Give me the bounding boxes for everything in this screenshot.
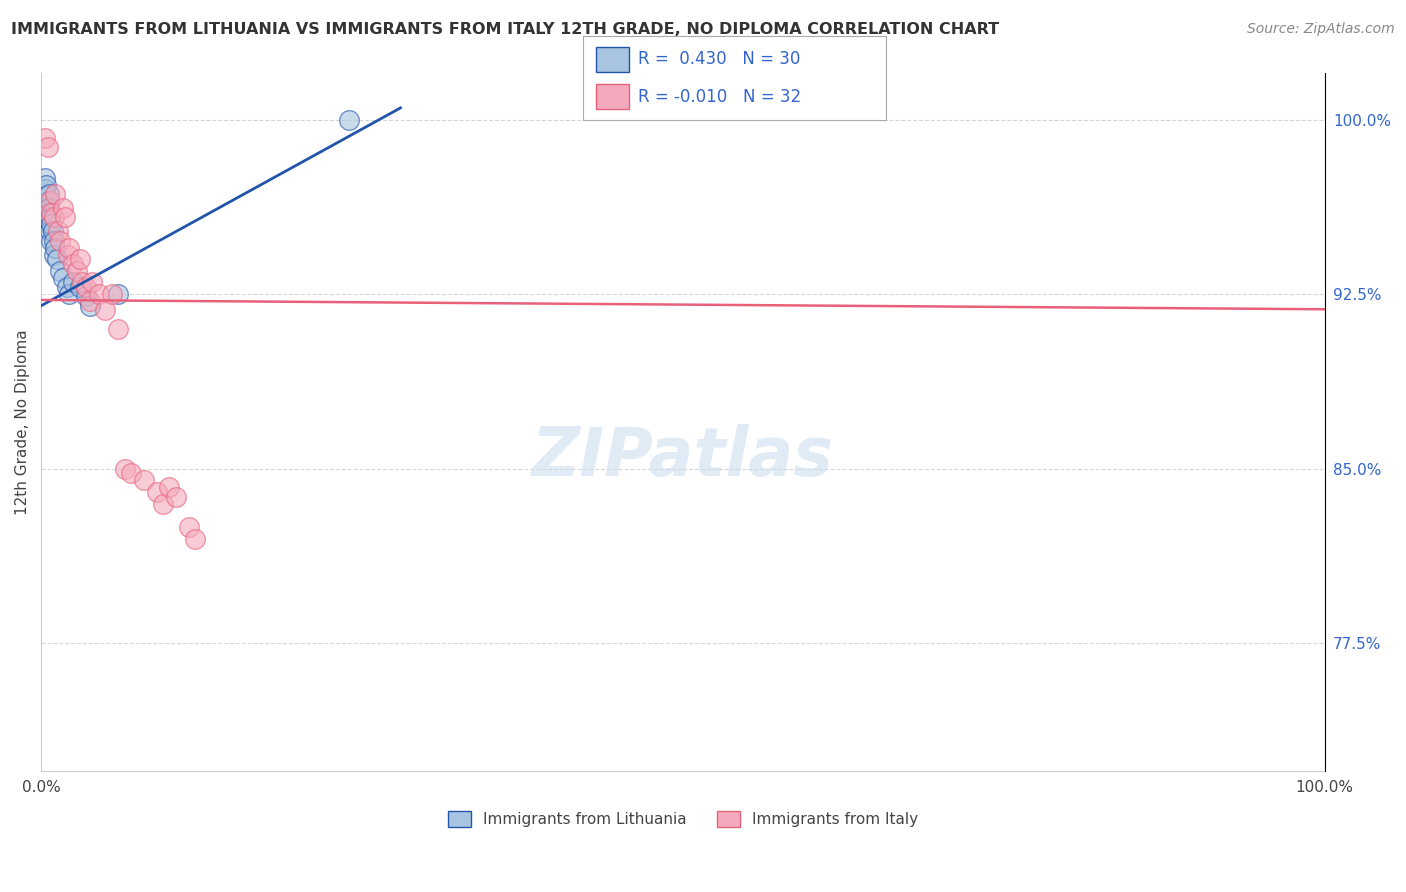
Point bbox=[70, 276, 93, 290]
Point bbox=[37, 194, 59, 208]
Point bbox=[55, 280, 77, 294]
Point bbox=[55, 211, 77, 225]
Point bbox=[37, 140, 59, 154]
Point bbox=[132, 474, 155, 488]
Point bbox=[35, 189, 58, 203]
Point bbox=[34, 131, 56, 145]
Point bbox=[41, 205, 63, 219]
Point bbox=[35, 178, 58, 192]
Point bbox=[107, 287, 129, 301]
Point bbox=[38, 212, 60, 227]
Point bbox=[52, 270, 75, 285]
Text: Source: ZipAtlas.com: Source: ZipAtlas.com bbox=[1247, 22, 1395, 37]
Point bbox=[159, 480, 181, 494]
Point bbox=[39, 224, 62, 238]
Point bbox=[38, 201, 60, 215]
Point bbox=[44, 187, 66, 202]
Text: R = -0.010   N = 32: R = -0.010 N = 32 bbox=[638, 87, 801, 105]
Point bbox=[62, 276, 84, 290]
Text: R =  0.430   N = 30: R = 0.430 N = 30 bbox=[638, 50, 800, 68]
Point bbox=[152, 497, 174, 511]
Point bbox=[87, 287, 110, 301]
Point bbox=[79, 294, 101, 309]
Point bbox=[52, 201, 75, 215]
Point bbox=[39, 194, 62, 208]
Point bbox=[79, 299, 101, 313]
FancyBboxPatch shape bbox=[596, 84, 628, 110]
Point bbox=[56, 247, 79, 261]
Legend: Immigrants from Lithuania, Immigrants from Italy: Immigrants from Lithuania, Immigrants fr… bbox=[441, 805, 924, 833]
Point bbox=[42, 211, 65, 225]
Point bbox=[100, 287, 122, 301]
Point bbox=[34, 182, 56, 196]
Point bbox=[69, 280, 91, 294]
Y-axis label: 12th Grade, No Diploma: 12th Grade, No Diploma bbox=[15, 329, 30, 515]
Text: ZIPatlas: ZIPatlas bbox=[531, 424, 834, 490]
Point bbox=[120, 467, 142, 481]
Point bbox=[337, 112, 360, 127]
Point bbox=[41, 234, 63, 248]
Point bbox=[37, 205, 59, 219]
Point bbox=[66, 264, 89, 278]
Point bbox=[62, 257, 84, 271]
Point bbox=[184, 532, 207, 546]
Point bbox=[37, 217, 59, 231]
Point bbox=[49, 264, 72, 278]
Point bbox=[45, 252, 67, 267]
Text: IMMIGRANTS FROM LITHUANIA VS IMMIGRANTS FROM ITALY 12TH GRADE, NO DIPLOMA CORREL: IMMIGRANTS FROM LITHUANIA VS IMMIGRANTS … bbox=[11, 22, 1000, 37]
Point bbox=[114, 461, 136, 475]
Point bbox=[39, 211, 62, 225]
FancyBboxPatch shape bbox=[596, 46, 628, 72]
Point bbox=[41, 224, 63, 238]
Point bbox=[75, 289, 97, 303]
Point bbox=[35, 201, 58, 215]
Point bbox=[94, 303, 117, 318]
Point bbox=[75, 280, 97, 294]
Point bbox=[34, 170, 56, 185]
Point bbox=[58, 287, 80, 301]
Point bbox=[107, 322, 129, 336]
Point bbox=[165, 490, 187, 504]
Point bbox=[69, 252, 91, 267]
Point bbox=[44, 241, 66, 255]
Point bbox=[46, 224, 69, 238]
Point bbox=[42, 247, 65, 261]
Point bbox=[82, 276, 104, 290]
Point bbox=[145, 485, 167, 500]
Point bbox=[58, 241, 80, 255]
Point bbox=[177, 520, 200, 534]
Point bbox=[41, 217, 63, 231]
Point bbox=[49, 234, 72, 248]
Point bbox=[42, 234, 65, 248]
Point bbox=[38, 187, 60, 202]
